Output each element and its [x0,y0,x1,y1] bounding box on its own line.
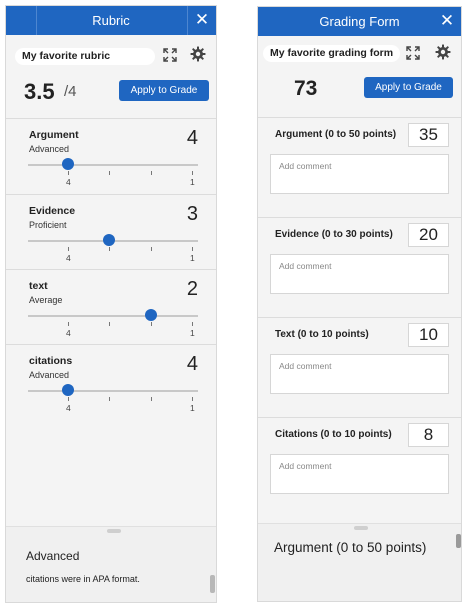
criterion-name: citations [29,355,73,367]
slider-min-label: 4 [66,177,71,187]
rubric-max-score: /4 [64,83,77,100]
expand-icon[interactable] [405,45,421,61]
slider-tick [109,171,110,175]
drag-handle[interactable] [354,526,368,530]
slider-min-label: 4 [66,328,71,338]
rubric-total-score: 3.5 [24,79,55,104]
slider-tick [151,322,152,326]
slider-tick [109,322,110,326]
drag-handle[interactable] [107,529,121,533]
comment-field[interactable]: Add comment [270,354,449,394]
rubric-title: Rubric [92,13,130,28]
criterion-name: Argument [29,129,79,141]
gear-icon[interactable] [190,46,206,62]
score-slider-track[interactable] [28,390,198,392]
slider-min-label: 4 [66,253,71,263]
apply-to-grade-button[interactable]: Apply to Grade [119,80,209,101]
score-slider-thumb[interactable] [145,309,157,321]
criterion-level: Proficient [29,220,67,230]
rubric-titlebar: Rubric ✕ [6,6,216,35]
expand-icon[interactable] [162,47,178,63]
titlebar-divider [36,6,37,35]
slider-max-label: 1 [190,177,195,187]
slider-tick [68,322,69,326]
grading-form-panel: Grading Form ✕ My favorite grading form … [257,6,462,602]
slider-tick [192,171,193,175]
comment-field[interactable]: Add comment [270,154,449,194]
slider-tick [151,171,152,175]
criterion-detail-pane: Advanced citations were in APA format. [6,526,216,602]
slider-tick [68,171,69,175]
criterion-score: 3 [186,203,198,225]
detail-description: citations were in APA format. [26,574,140,584]
criterion-score: 2 [186,278,198,300]
rubric-name[interactable]: My favorite rubric [15,48,155,65]
criterion-name: text [29,280,48,292]
section-label: Evidence (0 to 30 points) [275,229,393,240]
score-slider-thumb[interactable] [62,384,74,396]
grading-form-title: Grading Form [319,14,400,29]
grading-form-titlebar: Grading Form ✕ [258,7,461,36]
criterion-score: 4 [186,353,198,375]
slider-tick [151,247,152,251]
criterion-row: Evidence Proficient 3 4 1 [6,194,216,270]
slider-min-label: 4 [66,403,71,413]
grading-section: Evidence (0 to 30 points) 20 Add comment [258,217,461,317]
close-icon[interactable]: ✕ [439,11,455,30]
slider-max-label: 1 [190,328,195,338]
score-slider-track[interactable] [28,315,198,317]
grading-form-total-score: 73 [294,77,318,100]
slider-tick [109,397,110,401]
section-score-input[interactable]: 20 [408,223,449,247]
slider-tick [68,247,69,251]
criterion-level: Average [29,295,63,305]
criterion-level: Advanced [29,144,70,154]
comment-field[interactable]: Add comment [270,454,449,494]
grading-section: Argument (0 to 50 points) 35 Add comment [258,117,461,217]
slider-max-label: 1 [190,403,195,413]
criterion-row: text Average 2 4 1 [6,269,216,345]
slider-tick [109,247,110,251]
score-slider-thumb[interactable] [62,158,74,170]
slider-tick [192,322,193,326]
slider-tick [68,397,69,401]
slider-tick [192,247,193,251]
section-label: Text (0 to 10 points) [275,329,369,340]
slider-tick [192,397,193,401]
section-label: Argument (0 to 50 points) [275,129,397,140]
detail-level-title: Advanced [26,549,80,563]
section-score-input[interactable]: 35 [408,123,449,147]
titlebar-divider [187,6,188,35]
section-label: Citations (0 to 10 points) [275,429,392,440]
criterion-score: 4 [186,127,198,149]
apply-to-grade-button[interactable]: Apply to Grade [364,77,453,98]
slider-tick [151,397,152,401]
score-slider-thumb[interactable] [103,234,115,246]
criterion-row: citations Advanced 4 4 1 [6,344,216,420]
scrollbar-thumb[interactable] [210,575,215,593]
section-score-input[interactable]: 8 [408,423,449,447]
section-detail-pane: Argument (0 to 50 points) [258,523,461,601]
scrollbar-thumb[interactable] [456,534,461,548]
detail-section-title: Argument (0 to 50 points) [274,540,427,555]
close-icon[interactable]: ✕ [194,10,210,29]
grading-section: Citations (0 to 10 points) 8 Add comment [258,417,461,517]
criterion-name: Evidence [29,205,76,217]
criterion-row: Argument Advanced 4 4 1 [6,118,216,194]
criterion-level: Advanced [29,370,70,380]
grading-section: Text (0 to 10 points) 10 Add comment [258,317,461,417]
score-slider-track[interactable] [28,164,198,166]
comment-field[interactable]: Add comment [270,254,449,294]
section-score-input[interactable]: 10 [408,323,449,347]
rubric-panel: Rubric ✕ My favorite rubric 3.5 /4 Apply… [5,5,217,603]
slider-max-label: 1 [190,253,195,263]
gear-icon[interactable] [435,44,451,60]
grading-form-name[interactable]: My favorite grading form [263,45,400,62]
